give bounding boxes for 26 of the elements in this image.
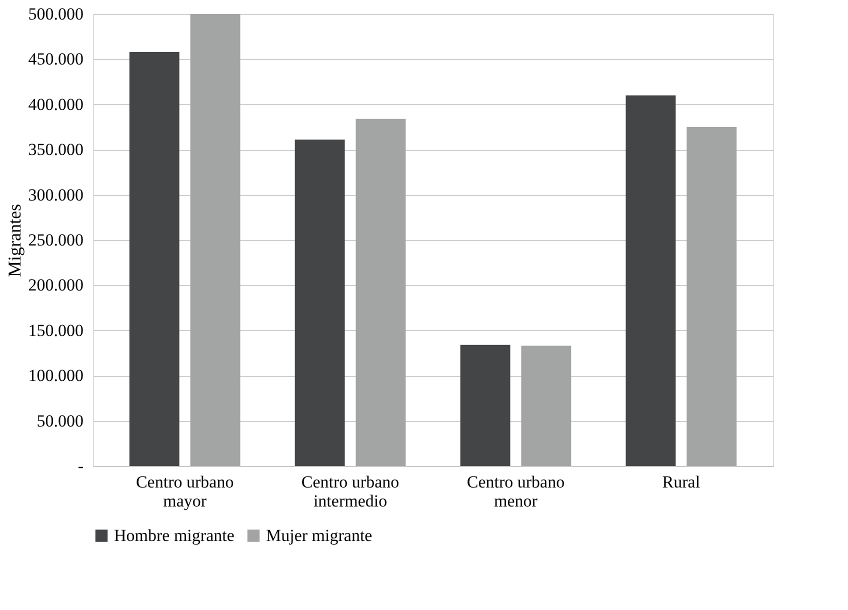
legend-label: Mujer migrante	[266, 526, 372, 545]
bar	[686, 127, 737, 466]
bar	[521, 346, 572, 466]
y-tick-label: 50.000	[36, 411, 84, 430]
y-tick-label: 400.000	[28, 94, 84, 114]
y-tick-label: 350.000	[28, 140, 84, 160]
y-tick-label: -	[78, 456, 84, 476]
bar	[460, 344, 510, 466]
bar	[356, 118, 406, 466]
legend-label: Hombre migrante	[114, 526, 234, 545]
x-tick-label: Centro urbano intermedio	[301, 472, 400, 510]
x-tick-label: Centro urbano mayor	[136, 472, 234, 510]
y-tick-label: 200.000	[28, 276, 84, 295]
y-tick-label: 450.000	[28, 50, 84, 69]
bar	[294, 140, 345, 466]
y-tick-label: 150.000	[28, 320, 84, 340]
bar	[190, 14, 240, 466]
x-tick-label: Centro urbano menor	[466, 472, 565, 510]
y-tick-label: 300.000	[28, 185, 84, 204]
y-tick-label: 250.000	[28, 230, 84, 250]
bar	[129, 52, 180, 466]
y-tick-label: 500.000	[28, 4, 84, 24]
x-tick-label: Rural	[662, 472, 700, 492]
bar	[626, 95, 676, 466]
y-tick-label: 100.000	[28, 366, 84, 386]
y-axis-title: Migrantes	[4, 204, 24, 277]
